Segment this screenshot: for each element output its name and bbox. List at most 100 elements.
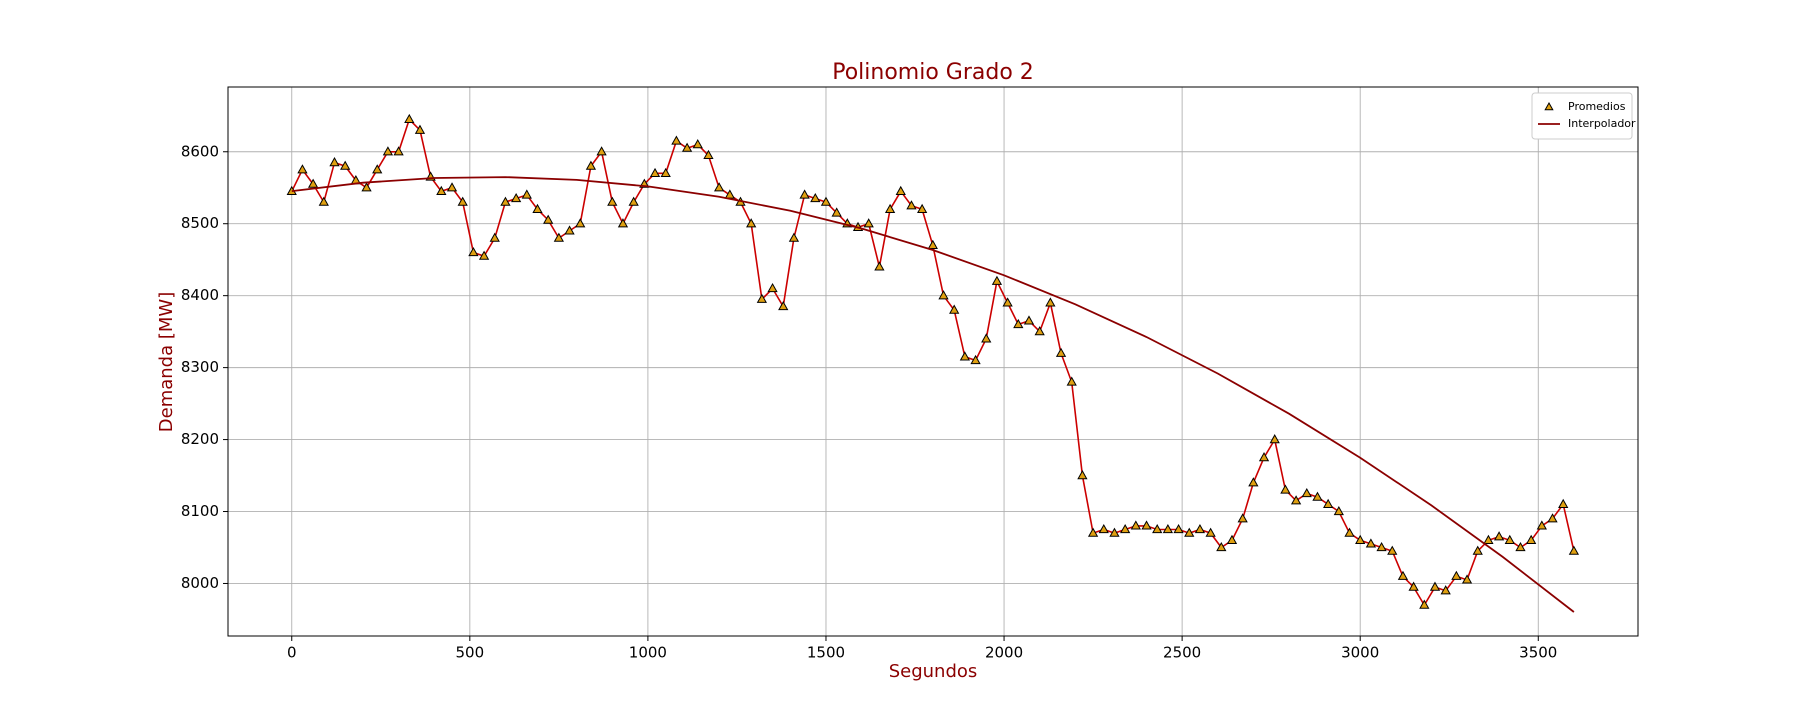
data-point [1376, 541, 1387, 552]
data-point [585, 160, 597, 170]
data-point [1002, 297, 1013, 307]
data-point [1333, 505, 1344, 516]
data-point [938, 290, 949, 300]
data-point [1087, 527, 1099, 537]
data-point [1483, 534, 1494, 544]
plot-frame [227, 86, 1639, 637]
data-point [1205, 527, 1216, 537]
data-point [1269, 434, 1280, 444]
data-point [831, 207, 842, 217]
data-point [468, 246, 479, 257]
data-point [949, 304, 960, 314]
data-point [532, 203, 543, 213]
legend-label: Interpolador [1568, 117, 1636, 130]
data-point [671, 135, 682, 145]
data-point [1558, 498, 1569, 508]
data-point [746, 218, 757, 228]
data-point [649, 167, 661, 177]
legend-label: Promedios [1568, 100, 1626, 113]
data-point [970, 354, 981, 365]
data-point [1387, 545, 1398, 555]
data-point [446, 182, 458, 192]
data-point [414, 124, 426, 134]
data-point [906, 200, 917, 210]
data-point [1323, 498, 1334, 508]
data-point [1526, 534, 1537, 544]
x-tick-label: 0 [287, 644, 297, 662]
data-point [1066, 376, 1077, 386]
data-point [884, 203, 896, 213]
data-point [1451, 570, 1462, 580]
data-point [714, 182, 725, 192]
data-point [1162, 523, 1174, 534]
fit-line [291, 176, 1575, 613]
data-point [307, 178, 319, 188]
data-point [553, 232, 564, 242]
data-point [660, 167, 671, 177]
x-tick-label: 1500 [807, 644, 845, 662]
data-point [1258, 452, 1270, 462]
x-tick-label: 1000 [629, 644, 667, 662]
chart-title: Polinomio Grado 2 [832, 60, 1034, 85]
y-tick-label: 8200 [181, 430, 219, 448]
data-point [297, 164, 308, 174]
data-point [692, 139, 703, 149]
data-point [521, 189, 532, 199]
y-tick-label: 8400 [181, 286, 219, 304]
data-point [1109, 527, 1120, 537]
legend-box [1531, 92, 1633, 140]
y-tick-label: 8000 [181, 574, 219, 592]
data-point [1472, 545, 1483, 555]
data-point [1237, 513, 1248, 523]
data-point [778, 300, 789, 311]
data-point [1120, 523, 1131, 534]
x-tick-label: 2500 [1163, 644, 1201, 662]
data-point [1515, 541, 1526, 552]
data-point [1216, 541, 1227, 552]
data-point [1493, 531, 1505, 541]
data-point [981, 333, 992, 343]
y-tick-label: 8500 [181, 214, 219, 232]
data-point [799, 189, 810, 199]
data-point [478, 250, 490, 260]
data-point [1226, 534, 1238, 544]
data-point [1568, 545, 1580, 555]
data-point [1152, 523, 1163, 534]
data-point [1290, 495, 1302, 505]
data-point [917, 203, 928, 213]
data-point [1547, 513, 1558, 523]
data-point [1141, 520, 1152, 530]
data-point [382, 146, 394, 156]
data-point [1397, 570, 1409, 580]
data-point [820, 196, 832, 206]
data-point [564, 225, 575, 235]
data-point [1355, 534, 1366, 544]
data-point [372, 164, 383, 174]
data-point [810, 193, 821, 203]
data-point [1419, 599, 1430, 609]
data-point [895, 185, 906, 195]
data-point [1429, 581, 1441, 591]
data-point [1130, 520, 1141, 530]
data-point [681, 142, 693, 152]
data-point [436, 185, 447, 195]
data-point [1280, 484, 1291, 494]
data-point [1023, 315, 1035, 325]
data-point [1344, 527, 1355, 537]
data-point [361, 182, 372, 192]
data-point [1194, 523, 1206, 534]
data-point [1055, 347, 1067, 357]
x-axis-label: Segundos [889, 661, 978, 682]
data-point [874, 261, 885, 271]
data-point [767, 282, 778, 293]
data-point [959, 351, 971, 361]
data-point [991, 275, 1003, 285]
y-axis-label: Demanda [MW] [156, 292, 177, 432]
data-point [863, 218, 874, 228]
data-point [575, 218, 586, 228]
legend-marker [1544, 101, 1554, 111]
x-tick-label: 3500 [1519, 644, 1557, 662]
data-point [1365, 538, 1377, 548]
data-point [1301, 488, 1312, 498]
